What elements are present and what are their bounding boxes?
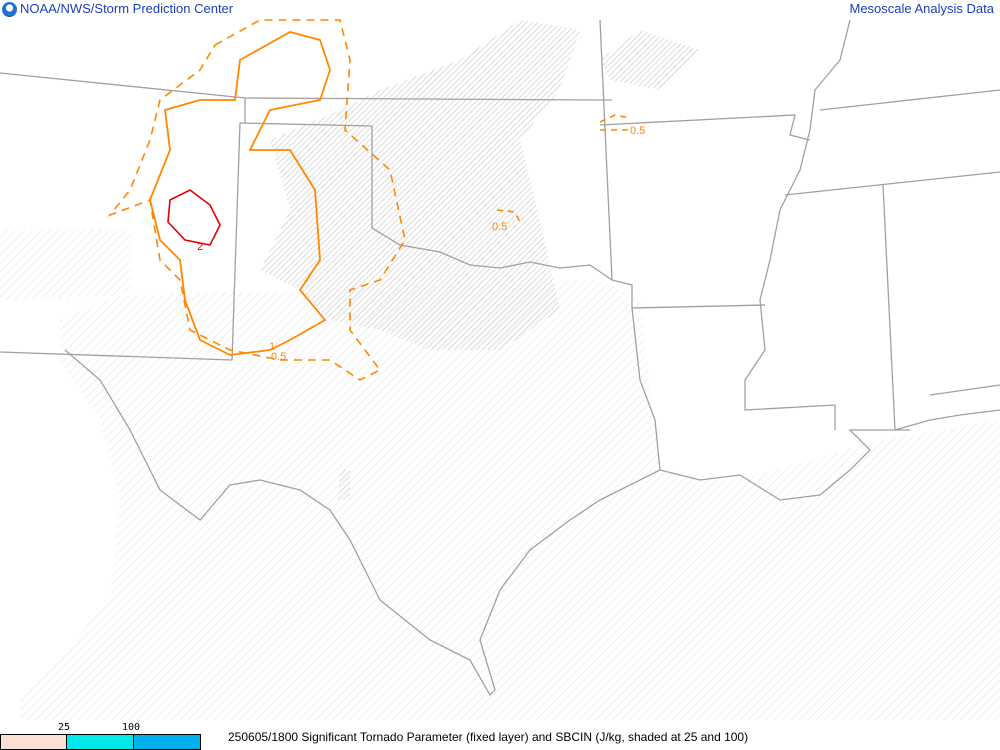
- sbcin-shading: [0, 20, 1000, 720]
- stp-contour-0.5: [107, 19, 406, 381]
- state-borders: [0, 19, 1000, 697]
- border-red-river: [371, 227, 613, 281]
- stp-contours: [107, 19, 631, 381]
- legend-swatch-25: [66, 734, 134, 750]
- legend-tick: 100: [122, 722, 141, 733]
- sbcin-dense-area: [600, 30, 700, 90]
- border-al-fl: [894, 409, 1000, 431]
- border-tn-south: [784, 171, 1000, 196]
- legend-swatch-100: [133, 734, 201, 750]
- legend-tick: 25: [58, 722, 71, 733]
- border-texas: [64, 307, 661, 697]
- stp-contour-0.5: [496, 209, 521, 223]
- map-caption: 250605/1800 Significant Tornado Paramete…: [228, 730, 749, 744]
- stp-contour-2: [167, 189, 221, 246]
- contour-label: 2: [197, 241, 203, 253]
- contour-labels: 2 1 0.5 0.5 0.5: [197, 125, 645, 363]
- header-left-title: NOAA/NWS/Storm Prediction Center: [20, 1, 234, 16]
- border-nm-tx: [231, 122, 241, 361]
- border-ok-east: [599, 19, 633, 308]
- border-ok-panhandle-top: [239, 122, 373, 127]
- legend-swatch-low: [0, 734, 67, 750]
- header-right-title: Mesoscale Analysis Data: [849, 1, 994, 16]
- noaa-logo-icon: [2, 2, 17, 17]
- legend-bar: 25 100 250605/1800 Significant Tornado P…: [0, 722, 1000, 750]
- border-ne-ks: [0, 72, 612, 101]
- contour-label: 1: [269, 341, 275, 353]
- border-ms-al: [882, 184, 896, 431]
- stp-contour-1: [149, 31, 331, 356]
- border-mo-ar: [599, 114, 811, 141]
- border-mississippi-river: [744, 19, 851, 430]
- contour-label: 0.5: [271, 351, 286, 363]
- border-fl-panhandle: [929, 384, 1000, 396]
- contour-label: 0.5: [492, 221, 507, 233]
- stp-contour-0.5: [599, 114, 631, 131]
- border-la-coast: [659, 429, 910, 501]
- border-ky-tn: [819, 89, 1000, 111]
- contour-label: 0.5: [630, 125, 645, 137]
- sbcin-dense-area: [338, 470, 350, 500]
- border-nm-south: [0, 351, 233, 361]
- border-ar-la: [631, 304, 766, 309]
